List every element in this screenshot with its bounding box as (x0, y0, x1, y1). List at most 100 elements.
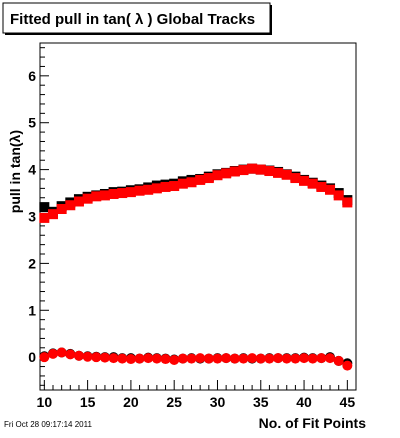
data-point (195, 353, 206, 364)
data-point (143, 184, 154, 195)
data-point (47, 209, 58, 220)
data-point (307, 353, 318, 364)
data-point (229, 166, 240, 177)
data-point (264, 353, 275, 364)
data-point (73, 350, 84, 361)
data-point (91, 352, 102, 363)
data-point (325, 184, 336, 195)
data-point (108, 353, 119, 364)
axis-ticks (40, 47, 357, 390)
data-point (56, 203, 67, 214)
timestamp: Fri Oct 28 09:17:14 2011 (4, 420, 92, 429)
y-tick-label: 1 (28, 302, 36, 318)
y-tick-label: 3 (28, 209, 36, 225)
data-point (117, 188, 128, 199)
data-point (177, 178, 188, 189)
data-point (342, 360, 353, 371)
y-axis-label: pull in tan(λ) (7, 130, 23, 213)
data-point (221, 353, 232, 364)
y-tick-label: 6 (28, 68, 36, 84)
data-point (299, 353, 310, 364)
data-point (290, 173, 301, 184)
series-2 (39, 163, 353, 223)
data-point (316, 353, 327, 364)
data-point (342, 197, 353, 208)
x-tick-label: 30 (210, 394, 226, 410)
title-box-shadow-right (270, 5, 272, 35)
data-point (255, 353, 266, 364)
data-point (143, 353, 154, 364)
series-1 (39, 163, 353, 217)
data-point (299, 175, 310, 186)
title-box-shadow-bottom (5, 33, 272, 35)
x-tick-label: 20 (123, 394, 139, 410)
data-point (99, 352, 110, 363)
data-point (82, 351, 93, 362)
data-point (47, 348, 58, 359)
x-tick-label: 45 (340, 394, 356, 410)
data-point (160, 354, 171, 365)
title-box (2, 2, 271, 34)
data-point (65, 349, 76, 360)
data-point (65, 200, 76, 211)
data-point (186, 177, 197, 188)
data-point (247, 163, 258, 174)
x-tick-label: 35 (253, 394, 269, 410)
x-axis-label: No. of Fit Points (259, 415, 367, 431)
y-tick-label: 0 (28, 349, 36, 365)
data-point (281, 353, 292, 364)
data-point (125, 187, 136, 198)
data-point (39, 212, 50, 223)
data-point (333, 190, 344, 201)
data-point (229, 353, 240, 364)
data-point (39, 352, 50, 363)
data-point (125, 354, 136, 365)
data-point (212, 170, 223, 181)
data-point (91, 191, 102, 202)
data-point (169, 181, 180, 192)
data-point (39, 202, 50, 213)
y-tick-label: 2 (28, 255, 36, 271)
data-point (290, 353, 301, 364)
data-point (238, 353, 249, 364)
data-point (221, 168, 232, 179)
data-point (160, 181, 171, 192)
data-point (281, 169, 292, 180)
data-point (151, 353, 162, 364)
x-tick-label: 40 (296, 394, 312, 410)
data-point (117, 353, 128, 364)
data-point (56, 347, 67, 358)
data-point (169, 354, 180, 365)
data-point (316, 181, 327, 192)
data-point (73, 196, 84, 207)
y-tick-label: 5 (28, 115, 36, 131)
data-point (307, 178, 318, 189)
data-point (108, 188, 119, 199)
data-point (134, 185, 145, 196)
y-tick-label: 4 (28, 162, 36, 178)
data-point (264, 166, 275, 177)
data-point (203, 173, 214, 184)
chart-title: Fitted pull in tan( λ ) Global Tracks (10, 11, 255, 28)
plot-frame (39, 42, 357, 391)
data-point (186, 353, 197, 364)
data-point (247, 353, 258, 364)
series-4 (39, 347, 353, 371)
data-point (333, 355, 344, 366)
data-point (273, 353, 284, 364)
data-point (273, 167, 284, 178)
data-point (177, 353, 188, 364)
data-point (255, 164, 266, 175)
data-point (212, 353, 223, 364)
data-marks (39, 163, 353, 371)
data-point (134, 353, 145, 364)
data-point (203, 353, 214, 364)
data-point (151, 183, 162, 194)
data-point (325, 353, 336, 364)
data-point (238, 165, 249, 176)
data-point (82, 193, 93, 204)
x-tick-label: 25 (166, 394, 182, 410)
